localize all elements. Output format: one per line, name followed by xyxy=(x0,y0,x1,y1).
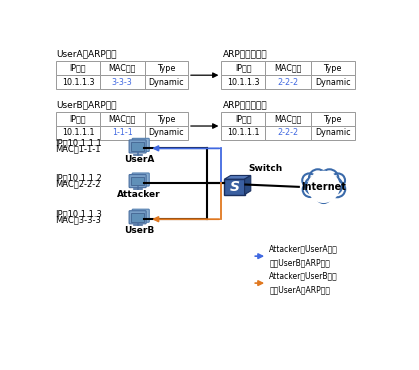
Bar xyxy=(100,126,145,140)
Text: Dynamic: Dynamic xyxy=(148,128,184,137)
Text: 2-2-2: 2-2-2 xyxy=(277,78,299,87)
Text: Type: Type xyxy=(157,64,176,73)
Bar xyxy=(132,213,144,222)
Bar xyxy=(100,61,145,75)
FancyBboxPatch shape xyxy=(129,175,146,188)
Text: IP地址: IP地址 xyxy=(70,115,86,124)
Text: IP：10.1.1.3: IP：10.1.1.3 xyxy=(55,209,101,218)
Text: 10.1.1.1: 10.1.1.1 xyxy=(62,128,94,137)
Text: UserB: UserB xyxy=(124,226,154,235)
Text: UserA的ARP表项: UserA的ARP表项 xyxy=(56,49,117,58)
Circle shape xyxy=(308,171,340,203)
Text: Internet: Internet xyxy=(301,182,346,192)
Text: IP地址: IP地址 xyxy=(235,115,251,124)
FancyBboxPatch shape xyxy=(132,209,149,222)
Circle shape xyxy=(316,188,331,203)
Text: UserB的ARP表项: UserB的ARP表项 xyxy=(56,100,117,109)
Text: 伪造UserA的ARP报文: 伪造UserA的ARP报文 xyxy=(269,285,330,295)
Bar xyxy=(310,61,354,75)
Text: Attacker向UserB发送: Attacker向UserB发送 xyxy=(269,272,338,281)
Bar xyxy=(145,75,188,89)
Text: IP地址: IP地址 xyxy=(70,64,86,73)
Text: MAC：1-1-1: MAC：1-1-1 xyxy=(55,145,100,154)
Text: 10.1.1.3: 10.1.1.3 xyxy=(62,78,94,87)
Bar xyxy=(310,112,354,126)
Text: UserA: UserA xyxy=(124,155,154,164)
Bar xyxy=(221,126,265,140)
Bar xyxy=(265,75,310,89)
Text: Type: Type xyxy=(323,64,342,73)
Bar xyxy=(132,142,144,151)
FancyBboxPatch shape xyxy=(132,138,149,151)
Text: MAC地址: MAC地址 xyxy=(109,64,136,73)
Bar xyxy=(56,75,100,89)
Text: ARP表项更新为: ARP表项更新为 xyxy=(223,100,267,109)
Bar xyxy=(310,75,354,89)
Circle shape xyxy=(309,169,327,187)
Text: 10.1.1.1: 10.1.1.1 xyxy=(227,128,259,137)
Text: Type: Type xyxy=(323,115,342,124)
Bar xyxy=(310,126,354,140)
Text: Dynamic: Dynamic xyxy=(315,128,350,137)
Bar xyxy=(145,112,188,126)
Bar xyxy=(221,61,265,75)
Text: 10.1.1.3: 10.1.1.3 xyxy=(227,78,259,87)
Bar xyxy=(56,112,100,126)
Polygon shape xyxy=(245,175,251,195)
Bar xyxy=(265,126,310,140)
Text: 1-1-1: 1-1-1 xyxy=(112,128,132,137)
Bar xyxy=(221,112,265,126)
Bar xyxy=(56,126,100,140)
Polygon shape xyxy=(225,175,251,179)
Text: IP地址: IP地址 xyxy=(235,64,251,73)
FancyBboxPatch shape xyxy=(129,140,146,153)
Circle shape xyxy=(302,174,316,187)
Text: 3-3-3: 3-3-3 xyxy=(112,78,132,87)
Text: Dynamic: Dynamic xyxy=(315,78,350,87)
Circle shape xyxy=(331,174,345,187)
Text: MAC地址: MAC地址 xyxy=(274,64,302,73)
Text: IP：10.1.1.2: IP：10.1.1.2 xyxy=(55,173,101,182)
Text: Dynamic: Dynamic xyxy=(148,78,184,87)
Circle shape xyxy=(325,177,342,195)
Bar xyxy=(145,61,188,75)
FancyBboxPatch shape xyxy=(132,173,149,186)
Circle shape xyxy=(305,177,323,195)
Circle shape xyxy=(321,169,338,187)
Text: IP：10.1.1.1: IP：10.1.1.1 xyxy=(55,138,101,147)
Text: Switch: Switch xyxy=(248,164,283,173)
Circle shape xyxy=(312,175,336,199)
Text: 伪造UserB的ARP报文: 伪造UserB的ARP报文 xyxy=(269,259,330,268)
Bar xyxy=(265,61,310,75)
Circle shape xyxy=(329,181,345,197)
Bar xyxy=(56,61,100,75)
Text: Type: Type xyxy=(157,115,176,124)
Text: ARP表项更新为: ARP表项更新为 xyxy=(223,49,267,58)
Circle shape xyxy=(303,182,318,197)
Text: MAC：2-2-2: MAC：2-2-2 xyxy=(55,179,100,188)
Bar xyxy=(100,75,145,89)
Bar xyxy=(265,112,310,126)
Text: MAC地址: MAC地址 xyxy=(109,115,136,124)
Bar xyxy=(100,112,145,126)
Bar xyxy=(132,177,144,185)
Bar xyxy=(145,126,188,140)
FancyBboxPatch shape xyxy=(129,211,146,224)
Text: 2-2-2: 2-2-2 xyxy=(277,128,299,137)
Bar xyxy=(225,179,245,195)
Text: MAC地址: MAC地址 xyxy=(274,115,302,124)
Text: S: S xyxy=(230,180,240,194)
Bar xyxy=(221,75,265,89)
Text: MAC：3-3-3: MAC：3-3-3 xyxy=(55,215,101,224)
Text: Attacker: Attacker xyxy=(117,190,161,199)
Text: Attacker向UserA发送: Attacker向UserA发送 xyxy=(269,245,338,254)
